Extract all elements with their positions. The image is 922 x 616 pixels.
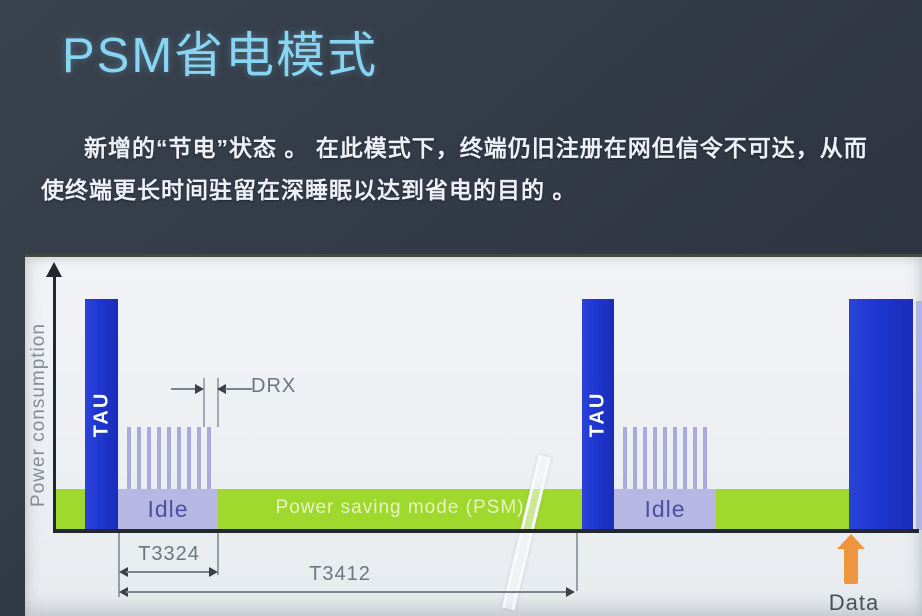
drx-paging-stripes-2 xyxy=(623,427,711,489)
drx-arrowhead-right-icon xyxy=(195,384,204,394)
idle-block-2: Idle xyxy=(614,489,716,530)
t3324-label: T3324 xyxy=(138,543,200,565)
y-axis-arrow-icon xyxy=(46,262,62,277)
t3412-arrow xyxy=(126,591,566,593)
tau-bar-1-label: TAU xyxy=(90,391,112,438)
body-text-line-1: 新增的“节电”状态 。 在此模式下，终端仍旧注册在网但信令不可达，从而 xyxy=(84,135,868,161)
drx-arrow-right xyxy=(225,388,252,390)
timer-guide-mid xyxy=(217,533,219,575)
idle-block-1: Idle xyxy=(118,489,218,530)
body-text-line-2: 使终端更长时间驻留在深睡眠以达到省电的目的 。 xyxy=(41,177,577,203)
y-axis-label: Power consumption xyxy=(28,323,49,507)
data-arrow-shaft xyxy=(844,548,858,584)
drx-guide-right xyxy=(217,378,219,427)
timer-guide-left xyxy=(118,533,120,597)
drx-label: DRX xyxy=(251,375,297,397)
diagram-panel: Power consumption Power saving mode (PSM… xyxy=(25,254,922,616)
t3412-label: T3412 xyxy=(309,563,371,585)
drx-guide-left xyxy=(203,378,205,427)
t3412-arrowhead-right-icon xyxy=(566,587,575,597)
idle-block-partial-right xyxy=(916,301,922,530)
tau-bar-3 xyxy=(849,299,913,530)
drx-arrow-left xyxy=(171,388,196,390)
tau-bar-2: TAU xyxy=(582,299,614,530)
psm-bar-label: Power saving mode (PSM) xyxy=(275,497,525,518)
t3412-arrowhead-left-icon xyxy=(119,587,128,597)
x-axis xyxy=(53,529,919,533)
data-label: Data xyxy=(828,590,880,615)
data-arrow-icon xyxy=(837,534,865,549)
tau-bar-1: TAU xyxy=(85,299,118,530)
t3324-arrow xyxy=(126,571,212,573)
slide-title: PSM省电模式 xyxy=(62,29,379,83)
drx-paging-stripes-1 xyxy=(127,427,217,489)
t3324-arrowhead-right-icon xyxy=(209,567,218,577)
y-axis xyxy=(53,275,56,530)
drx-arrowhead-left-icon xyxy=(217,384,226,394)
t3324-arrowhead-left-icon xyxy=(119,567,128,577)
timer-guide-right xyxy=(576,533,578,591)
tau-bar-2-label: TAU xyxy=(586,391,609,438)
